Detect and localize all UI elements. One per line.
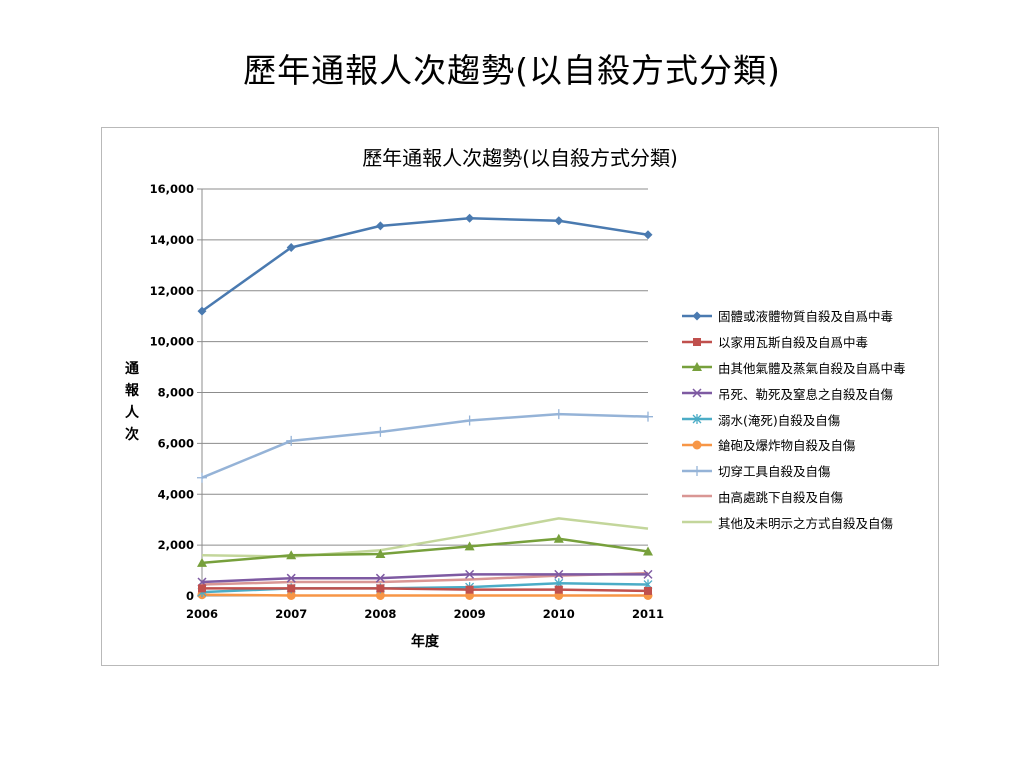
y-axis-title: 通報人次 (125, 361, 140, 443)
chart-title: 歷年通報人次趨勢(以自殺方式分類) (362, 146, 678, 170)
legend-marker (692, 465, 702, 476)
legend-item: 以家用瓦斯自殺及自爲中毒 (680, 329, 938, 355)
data-point (643, 230, 653, 240)
legend-label: 吊死、勒死及窒息之自殺及自傷 (718, 386, 894, 402)
series-6 (197, 590, 653, 600)
legend-marker (692, 440, 702, 450)
data-point (198, 584, 206, 593)
legend-item: 吊死、勒死及窒息之自殺及自傷 (680, 380, 938, 406)
series-line (201, 412, 649, 479)
x-tick-label: 2010 (543, 607, 575, 621)
series-line (201, 593, 648, 597)
data-point (197, 306, 207, 316)
data-point (465, 585, 474, 594)
data-point (286, 590, 296, 600)
legend-swatch (682, 362, 712, 372)
y-tick-label: 8,000 (158, 386, 194, 400)
series-7 (197, 409, 653, 483)
legend-marker (693, 337, 701, 346)
legend-swatch (682, 337, 712, 346)
legend-swatch (682, 521, 712, 524)
legend-label: 由其他氣體及蒸氣自殺及自爲中毒 (718, 360, 906, 376)
legend-swatch (682, 495, 712, 498)
data-point (643, 569, 653, 579)
legend-swatch (682, 388, 712, 398)
y-tick-label: 6,000 (158, 436, 194, 450)
series-3 (197, 533, 653, 567)
series-2 (198, 584, 652, 595)
data-point (286, 550, 297, 560)
legend-swatch (682, 414, 712, 425)
chart-legend: 固體或液體物質自殺及自爲中毒 以家用瓦斯自殺及自爲中毒由其他氣體及蒸氣自殺及自爲中… (680, 303, 938, 535)
x-tick-label: 2009 (454, 607, 486, 621)
chart-frame: 歷年通報人次趨勢(以自殺方式分類) 0 2,000 4,000 6,000 8,000 10… (101, 127, 939, 666)
legend-item: 其他及未明示之方式自殺及自傷 (680, 509, 938, 535)
data-point (375, 426, 386, 437)
data-point (465, 213, 475, 223)
data-point (554, 216, 564, 226)
y-tick-label: 2,000 (158, 538, 194, 552)
series-line (202, 587, 649, 593)
legend-swatch (682, 465, 712, 476)
legend-item: 由其他氣體及蒸氣自殺及自爲中毒 (680, 355, 938, 381)
legend-label: 以家用瓦斯自殺及自爲中毒 (718, 335, 869, 351)
legend-label: 由高處跳下自殺及自傷 (718, 489, 844, 505)
data-point (286, 243, 296, 253)
data-point (465, 569, 475, 579)
legend-marker (692, 362, 702, 372)
legend-label: 溺水(淹死)自殺及自傷 (718, 412, 841, 428)
data-point (375, 549, 386, 559)
legend-marker (692, 311, 702, 321)
data-point (644, 586, 652, 595)
data-point (375, 573, 385, 583)
y-tick-label: 10,000 (150, 335, 194, 349)
x-tick-label: 2006 (186, 607, 218, 621)
x-axis-title: 年度 (411, 633, 440, 650)
x-tick-label: 2008 (364, 607, 396, 621)
y-tick-label: 14,000 (150, 233, 194, 247)
legend-item: 溺水(淹死)自殺及自傷 (680, 406, 938, 432)
data-point (553, 533, 564, 543)
legend-swatch (682, 311, 712, 321)
legend-label: 切穿工具自殺及自傷 (718, 464, 831, 480)
data-point (553, 409, 564, 420)
legend-item: 固體或液體物質自殺及自爲中毒 (680, 303, 938, 329)
legend-marker (692, 388, 702, 398)
data-point (464, 415, 475, 426)
data-point (286, 573, 296, 583)
data-point (643, 546, 653, 556)
y-tick-label: 12,000 (150, 284, 194, 298)
legend-marker (692, 414, 702, 425)
legend-label: 鎗砲及爆炸物自殺及自傷 (718, 438, 856, 454)
series-line (201, 573, 648, 584)
line-chart: 歷年通報人次趨勢(以自殺方式分類) 0 2,000 4,000 6,000 8,000 10… (125, 146, 678, 650)
legend-label: 其他及未明示之方式自殺及自傷 (718, 515, 894, 531)
data-point (376, 584, 385, 593)
data-point (286, 435, 297, 446)
legend-item: 切穿工具自殺及自傷 (680, 458, 938, 484)
x-tick-label: 2007 (275, 607, 307, 621)
y-tick-label: 0 (186, 589, 194, 603)
series-1 (197, 213, 653, 316)
data-point (643, 411, 653, 422)
data-point (287, 584, 296, 593)
data-point (197, 557, 207, 567)
legend-swatch (682, 440, 712, 450)
legend-item: 由高處跳下自殺及自傷 (680, 484, 938, 510)
y-tick-label: 16,000 (150, 182, 194, 196)
y-tick-label: 4,000 (158, 487, 194, 501)
data-point (554, 569, 564, 579)
data-point (197, 472, 207, 483)
series-line (201, 217, 649, 313)
x-tick-label: 2011 (632, 607, 664, 621)
data-point (464, 541, 475, 551)
data-point (375, 221, 385, 231)
series-line (201, 537, 649, 565)
slide-title: 歷年通報人次趨勢(以自殺方式分類) (243, 51, 781, 90)
legend-item: 鎗砲及爆炸物自殺及自傷 (680, 432, 938, 458)
data-point (554, 585, 563, 594)
data-point (375, 590, 385, 600)
legend-label: 固體或液體物質自殺及自爲中毒 (718, 309, 894, 325)
